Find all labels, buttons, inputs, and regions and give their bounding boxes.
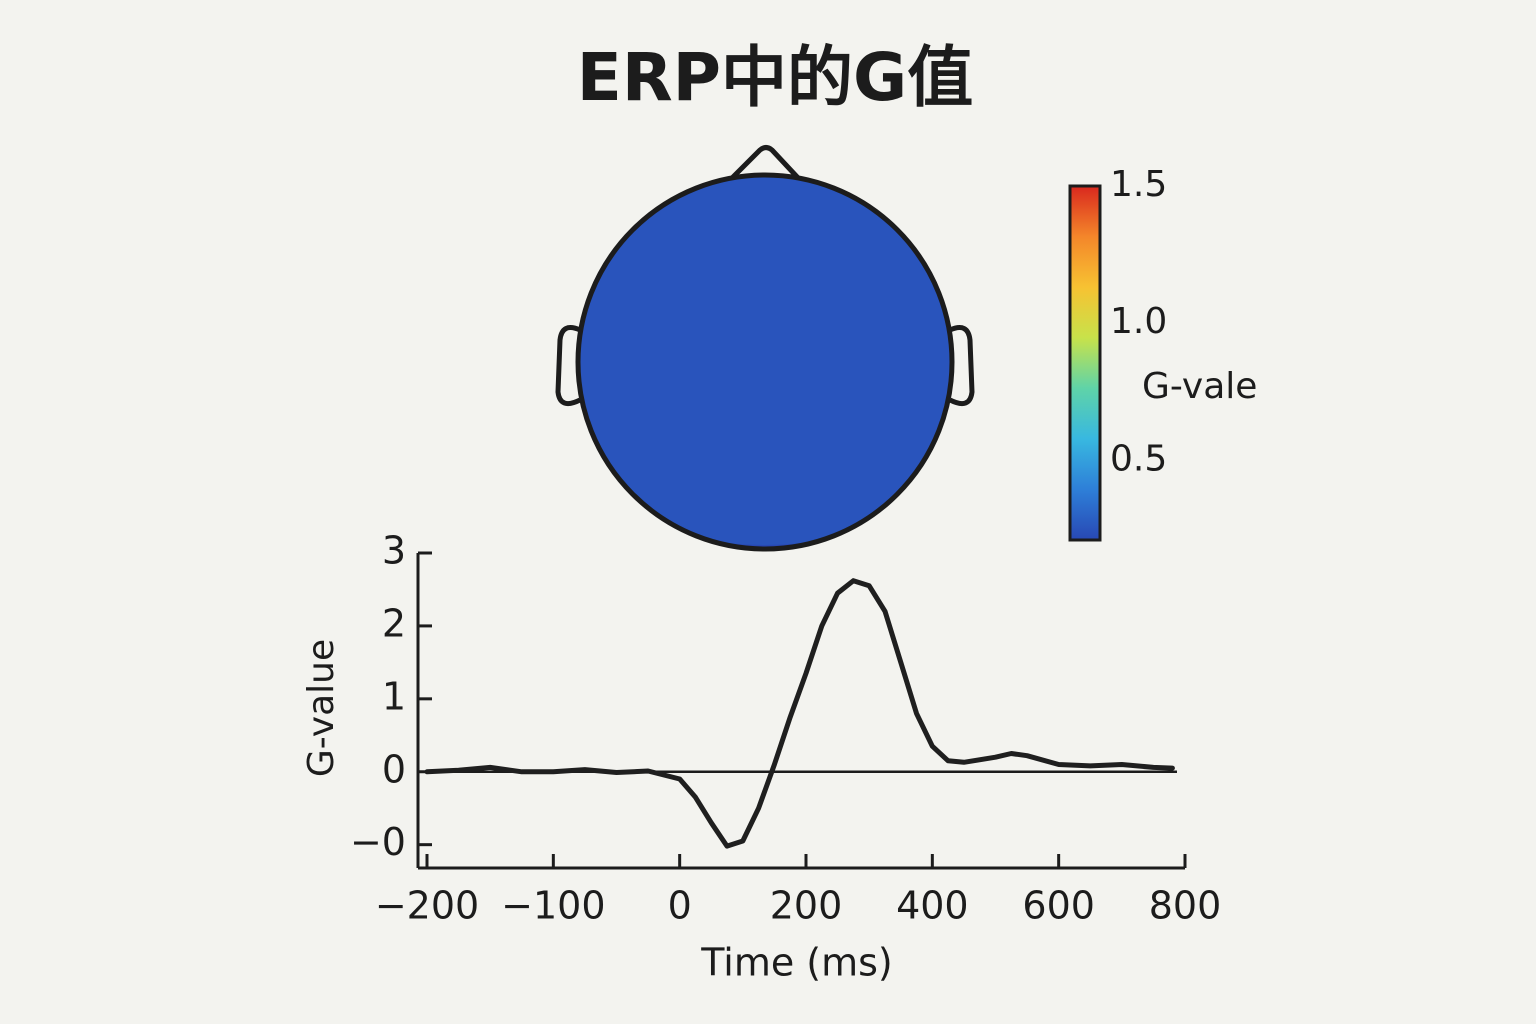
colorbar-tick-label: 1.0: [1110, 301, 1167, 342]
colorbar-label: G-vale: [1142, 366, 1257, 407]
contour-band: [578, 175, 952, 545]
x-tick-label: −200: [375, 884, 479, 928]
colorbar: [1068, 184, 1102, 542]
x-tick-label: −100: [501, 884, 605, 928]
x-tick-label: 800: [1149, 884, 1222, 928]
x-tick-label: 400: [896, 884, 969, 928]
y-tick-label: −0: [350, 820, 406, 864]
x-axis-label: Time (ms): [700, 941, 893, 985]
y-tick-label: 1: [382, 674, 406, 718]
colorbar-tick-label: 1.5: [1110, 164, 1167, 205]
y-tick-label: 2: [382, 601, 406, 645]
x-tick-label: 0: [668, 884, 692, 928]
left-ear: [555, 325, 582, 407]
y-axis-label: G-value: [301, 639, 342, 777]
line-series: [424, 578, 1175, 849]
colorbar-tick-label: 0.5: [1110, 438, 1167, 479]
y-tick-label: 0: [382, 747, 406, 791]
right-ear: [948, 325, 975, 407]
x-tick-label: 600: [1022, 884, 1095, 928]
x-tick-label: 200: [770, 884, 843, 928]
nose: [728, 145, 802, 182]
y-tick-label: 3: [382, 529, 406, 573]
topomap: [578, 175, 952, 549]
head-outline: [575, 172, 955, 552]
chart-title: ERP中的G值: [577, 39, 973, 116]
